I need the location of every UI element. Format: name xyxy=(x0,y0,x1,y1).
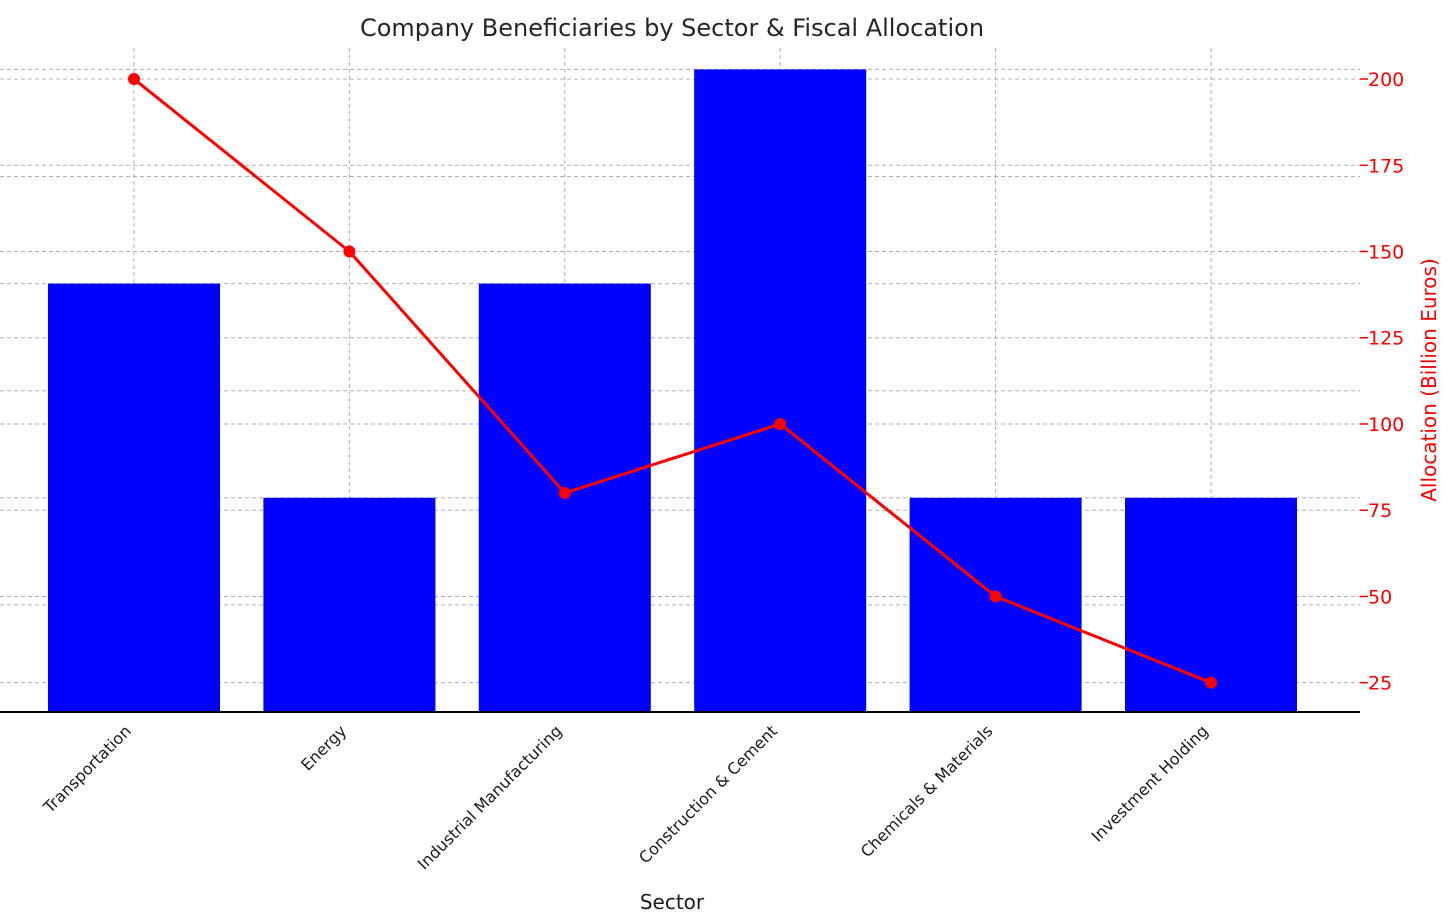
x-tick-label: Energy xyxy=(297,721,350,774)
right-tick-label: 50 xyxy=(1368,586,1392,608)
right-tick-label: 150 xyxy=(1368,242,1404,264)
x-tick-label: Industrial Manufacturing xyxy=(414,721,566,873)
right-tick-label: 25 xyxy=(1368,673,1392,695)
right-tick-label: 100 xyxy=(1368,414,1404,436)
x-axis-label: Sector xyxy=(640,890,705,914)
bar xyxy=(909,497,1082,712)
right-axis-label: Allocation (Billion Euros) xyxy=(1417,258,1441,502)
allocation-point xyxy=(343,245,356,258)
x-tick-label: Construction & Cement xyxy=(635,721,781,867)
bar-layer xyxy=(48,69,1297,712)
bar xyxy=(48,283,220,712)
allocation-point xyxy=(1205,676,1217,689)
grid-layer xyxy=(0,48,1360,712)
line-layer xyxy=(128,73,1217,689)
allocation-line xyxy=(133,77,1212,685)
x-tick-label: Transportation xyxy=(39,721,135,817)
allocation-point xyxy=(558,486,571,499)
bar xyxy=(263,497,436,712)
x-tick-label: Chemicals & Materials xyxy=(857,721,997,861)
bar xyxy=(694,69,867,712)
chart-title: Company Beneficiaries by Sector & Fiscal… xyxy=(360,14,984,42)
allocation-point xyxy=(989,590,1002,603)
allocation-point xyxy=(128,73,140,86)
right-tick-label: 75 xyxy=(1368,500,1392,522)
allocation-point xyxy=(774,417,787,430)
right-tick-label: 125 xyxy=(1368,328,1404,350)
x-tick-label: Investment Holding xyxy=(1087,721,1211,845)
bar xyxy=(1125,497,1297,712)
right-tick-label: 175 xyxy=(1368,155,1404,177)
right-tick-label: 200 xyxy=(1368,69,1404,91)
